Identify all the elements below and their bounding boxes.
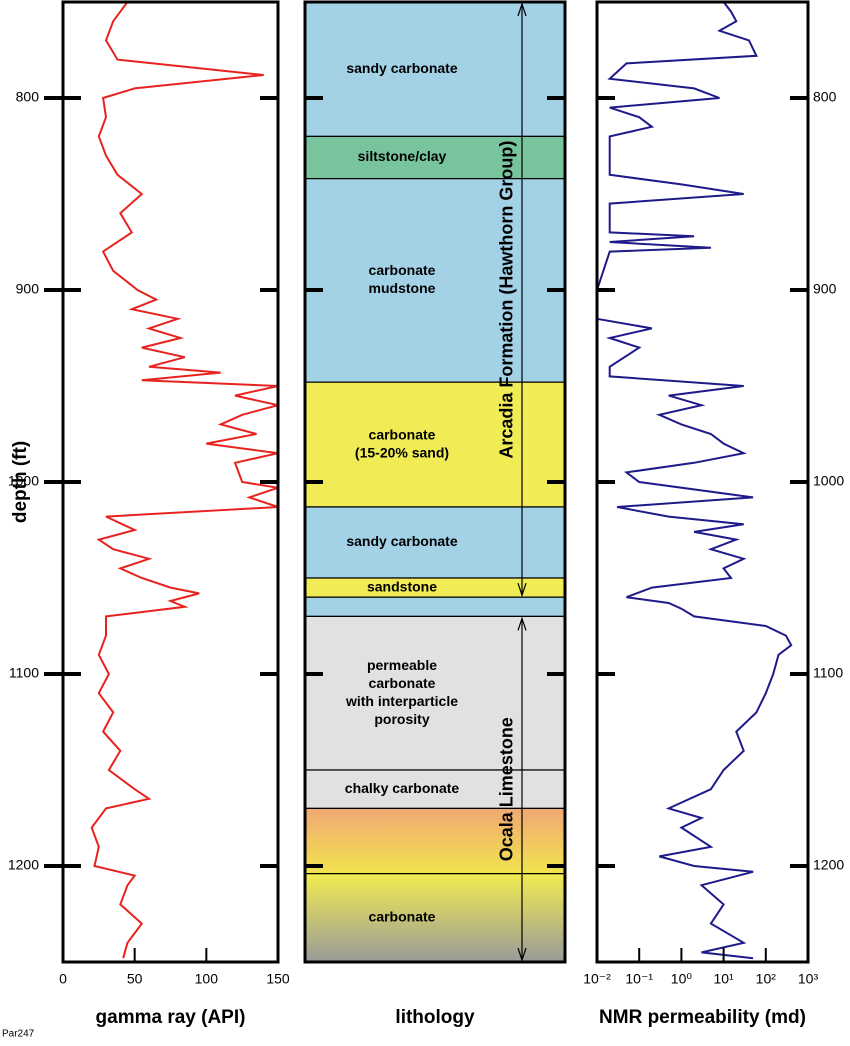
depth-tick-label: 1100: [9, 665, 39, 681]
log-curve: [596, 1, 793, 960]
depth-tick-label: 1200: [813, 857, 844, 873]
depth-tick-label: 1000: [813, 473, 844, 489]
depth-tick-label: 800: [813, 89, 837, 105]
layer-label: sandstone: [367, 578, 437, 594]
layer-label: sandy carbonate: [346, 60, 457, 76]
depth-tick-label: 1200: [8, 857, 39, 873]
lithology-layer: [304, 807, 566, 875]
x-axis-label: NMR permeability (md): [599, 1007, 806, 1028]
arrowhead: [517, 2, 527, 17]
depth-tick-label: 1100: [813, 665, 843, 681]
layer-label: permeable: [367, 657, 437, 673]
layer-label: carbonate: [369, 675, 436, 691]
depth-axis-label: depth (ft): [10, 441, 31, 523]
layer-label: (15-20% sand): [355, 444, 449, 460]
formation-label: Arcadia Formation (Hawthorn Group): [497, 141, 517, 459]
layer-label: with interparticle: [345, 693, 458, 709]
x-tick-label: 50: [127, 971, 143, 987]
layer-label: carbonate: [369, 262, 436, 278]
depth-tick-label: 1000: [8, 473, 39, 489]
layer-label: sandy carbonate: [346, 533, 457, 549]
layer-label: carbonate: [369, 426, 436, 442]
depth-tick-label: 800: [16, 89, 40, 105]
x-axis-label: lithology: [395, 1007, 475, 1028]
arrowhead: [517, 616, 527, 631]
layer-label: mudstone: [369, 280, 436, 296]
lithology-layer: [304, 596, 566, 618]
layer-label: carbonate: [369, 909, 436, 925]
log-curve: [90, 1, 279, 959]
x-tick-label: 10⁻²: [583, 971, 611, 987]
x-tick-label: 10²: [756, 971, 777, 987]
layer-label: siltstone/clay: [358, 148, 447, 164]
depth-tick-label: 900: [813, 281, 837, 297]
x-tick-label: 10³: [798, 971, 819, 987]
formation-label: Ocala Limestone: [497, 717, 517, 861]
layer-label: porosity: [374, 711, 429, 727]
x-tick-label: 10⁰: [671, 971, 693, 987]
layer-label: chalky carbonate: [345, 780, 460, 796]
figure-id: Par247: [2, 1029, 35, 1040]
x-tick-label: 10¹: [713, 971, 734, 987]
arrowhead: [517, 583, 527, 598]
x-axis-label: gamma ray (API): [96, 1007, 246, 1028]
x-tick-label: 10⁻¹: [625, 971, 653, 987]
arrowhead: [517, 947, 527, 962]
x-tick-label: 150: [266, 971, 290, 987]
x-tick-label: 0: [59, 971, 67, 987]
x-tick-label: 100: [195, 971, 219, 987]
depth-tick-label: 900: [16, 281, 40, 297]
